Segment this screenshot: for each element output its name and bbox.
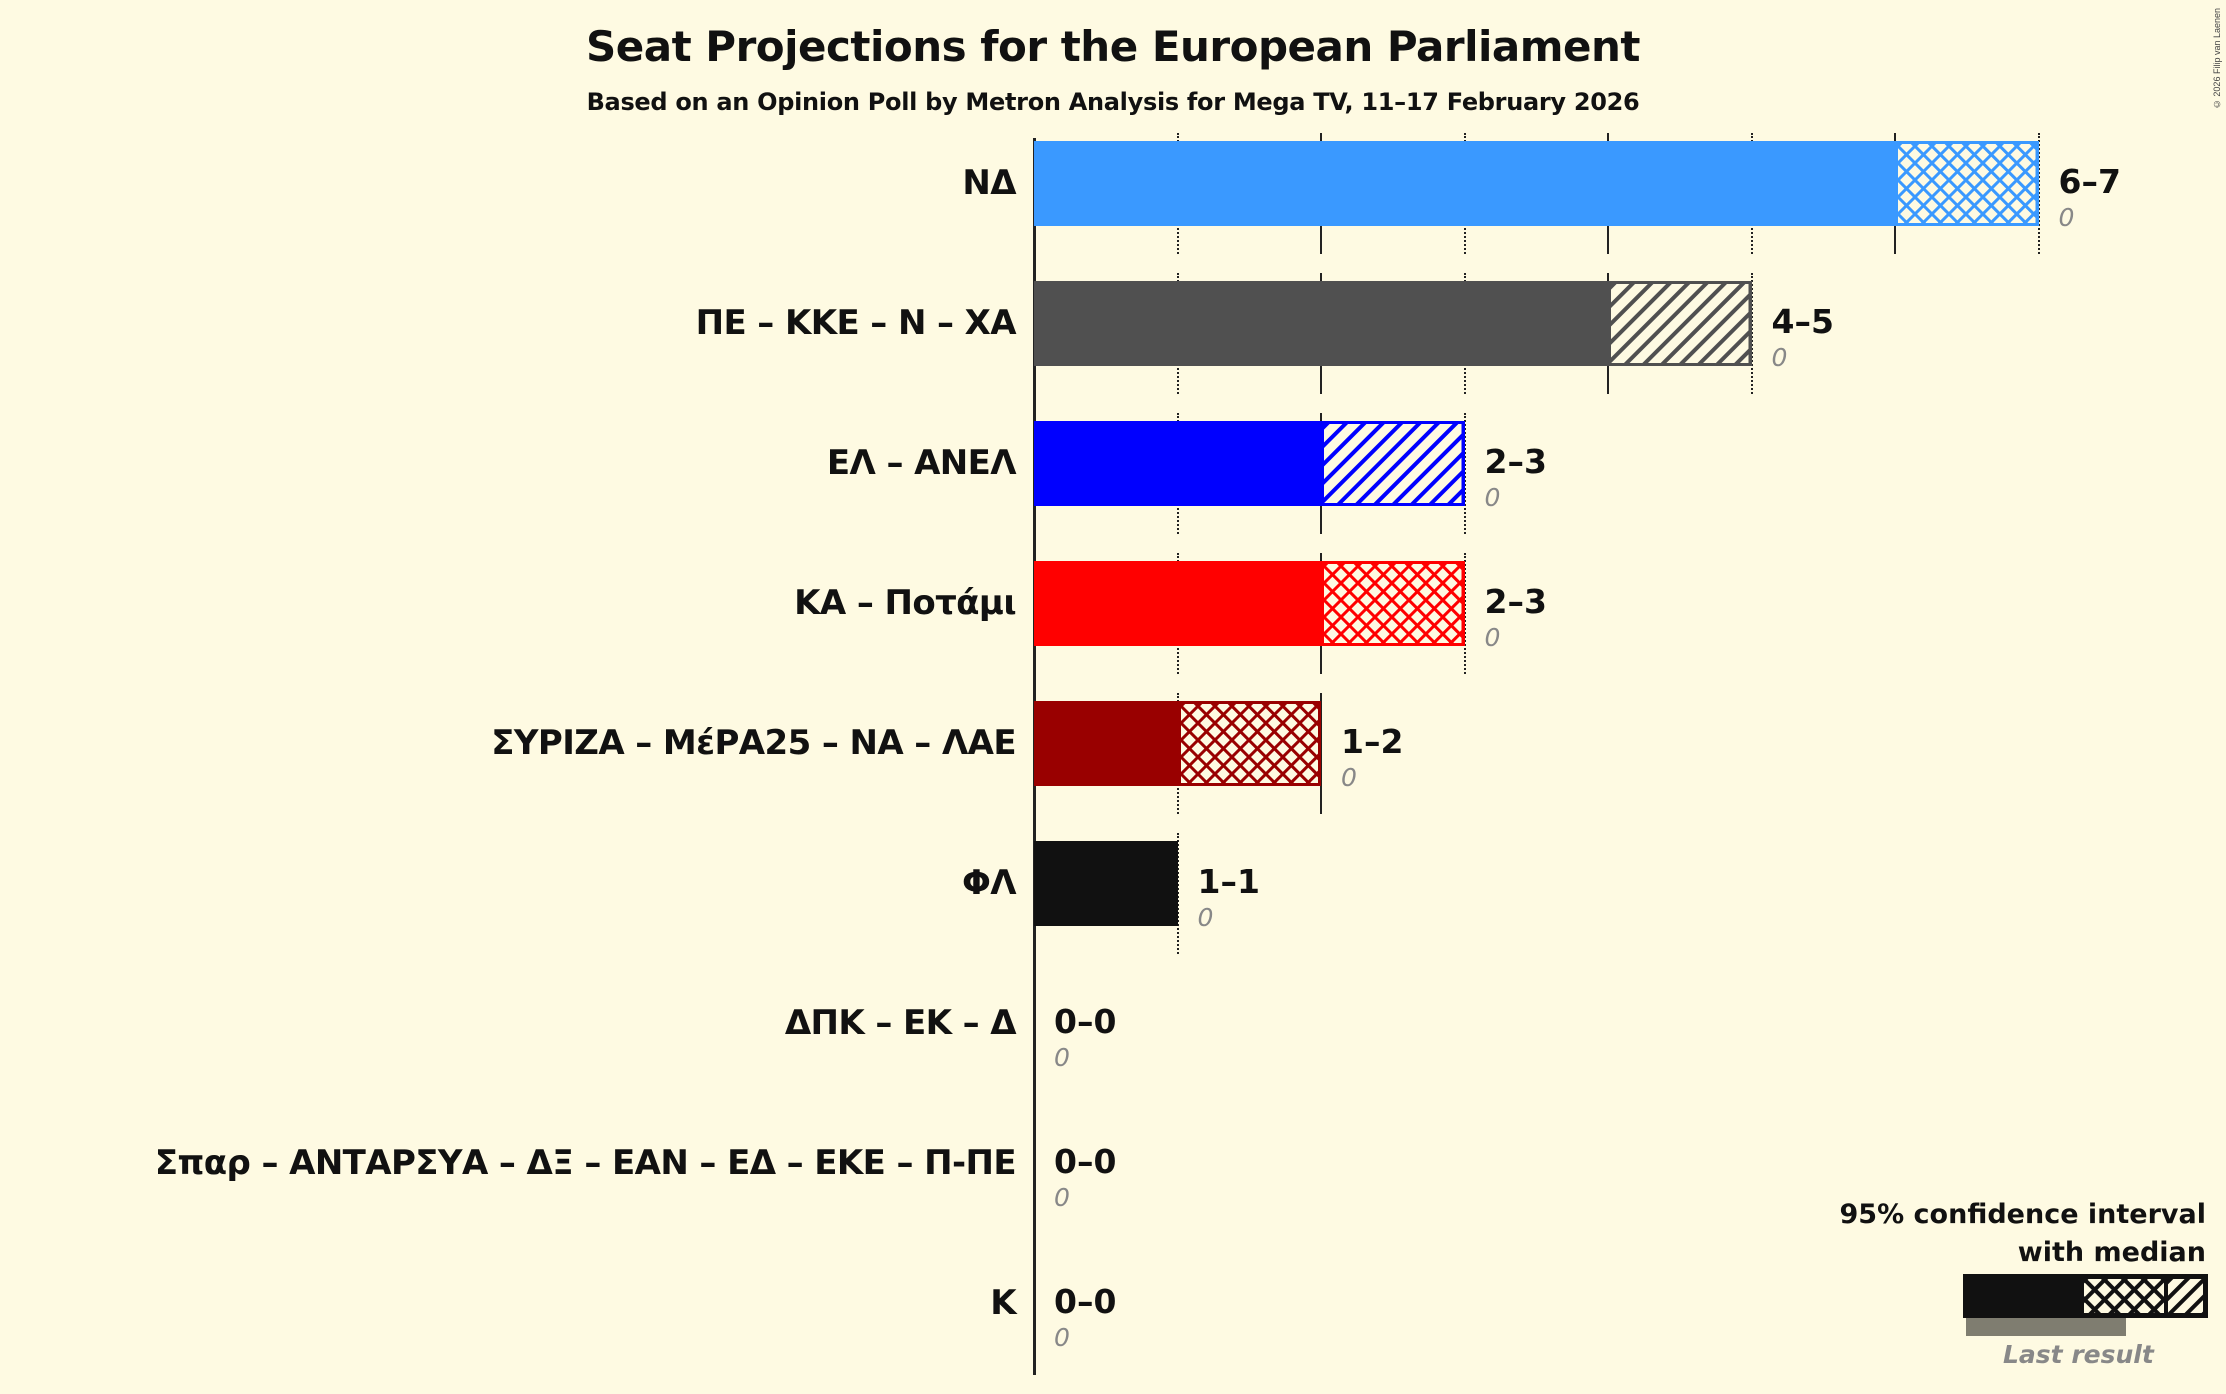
party-label: ΝΔ	[962, 163, 1016, 203]
seat-range-label: 6–7	[2058, 162, 2121, 201]
seat-bar	[1034, 141, 2039, 226]
seat-range-label: 4–5	[1771, 302, 1834, 341]
last-result-label: 0	[1197, 903, 1214, 932]
last-result-label: 0	[1054, 1183, 1070, 1212]
seat-bar	[1034, 421, 1465, 506]
party-label: ΣΥΡΙΖΑ – ΜέΡΑ25 – ΝΑ – ΛΑΕ	[491, 723, 1016, 763]
seat-range-label: 2–3	[1484, 442, 1547, 481]
gridline	[2037, 133, 2040, 254]
confidence-hatch-icon	[1180, 704, 1318, 783]
last-result-label: 0	[1054, 1323, 1070, 1352]
gridline	[1176, 833, 1179, 954]
last-result-label: 0	[1484, 623, 1501, 652]
legend-line-1: 95% confidence interval	[1839, 1199, 2206, 1230]
gridline	[1320, 693, 1322, 814]
seat-bar	[1034, 561, 1465, 646]
legend-line-2: with median	[2017, 1237, 2206, 1268]
seat-range-label: 1–1	[1197, 862, 1260, 901]
seat-bar	[1034, 841, 1178, 926]
party-label: ΠΕ – ΚΚΕ – Ν – ΧΑ	[695, 303, 1017, 343]
confidence-hatch-icon	[1611, 284, 1749, 363]
confidence-hatch-icon	[1324, 424, 1462, 503]
party-label: ΕΛ – ΑΝΕΛ	[826, 443, 1017, 483]
party-label: Κ	[990, 1283, 1016, 1323]
gridline	[1750, 273, 1753, 394]
seat-bar	[1034, 281, 1752, 366]
confidence-hatch-icon	[1324, 564, 1462, 643]
legend-last-result-swatch	[1966, 1318, 2126, 1336]
seat-range-label: 0–0	[1054, 1142, 1117, 1181]
last-result-label: 0	[1484, 483, 1501, 512]
last-result-label: 0	[1054, 1043, 1070, 1072]
party-label: ΦΛ	[961, 863, 1017, 903]
chart-subtitle: Based on an Opinion Poll by Metron Analy…	[586, 88, 1640, 116]
legend-title: 95% confidence interval with median	[1840, 1196, 2206, 1272]
legend-pattern-icon	[2084, 1279, 2203, 1313]
seat-range-label: 0–0	[1054, 1002, 1117, 1041]
last-result-label: 0	[2058, 203, 2075, 232]
gridline	[1463, 553, 1466, 674]
last-result-label: 0	[1341, 763, 1357, 792]
party-label: Σπαρ – ΑΝΤΑΡΣΥΑ – ΔΞ – ΕΑΝ – ΕΔ – ΕΚΕ – …	[154, 1143, 1017, 1183]
seat-range-label: 1–2	[1341, 722, 1404, 761]
party-label: ΚΑ – Ποτάμι	[794, 583, 1016, 623]
last-result-label: 0	[1771, 343, 1788, 372]
seat-bar	[1034, 701, 1321, 786]
chart-title: Seat Projections for the European Parlia…	[586, 22, 1640, 71]
seat-range-label: 0–0	[1054, 1282, 1117, 1321]
legend-ci-swatch	[1963, 1274, 2208, 1318]
legend-last-result-label: Last result	[2003, 1340, 2154, 1369]
seat-range-label: 2–3	[1484, 582, 1547, 621]
gridline	[1463, 413, 1466, 534]
confidence-hatch-icon	[1898, 144, 2036, 223]
party-label: ΔΠΚ – ΕΚ – Δ	[784, 1003, 1017, 1043]
